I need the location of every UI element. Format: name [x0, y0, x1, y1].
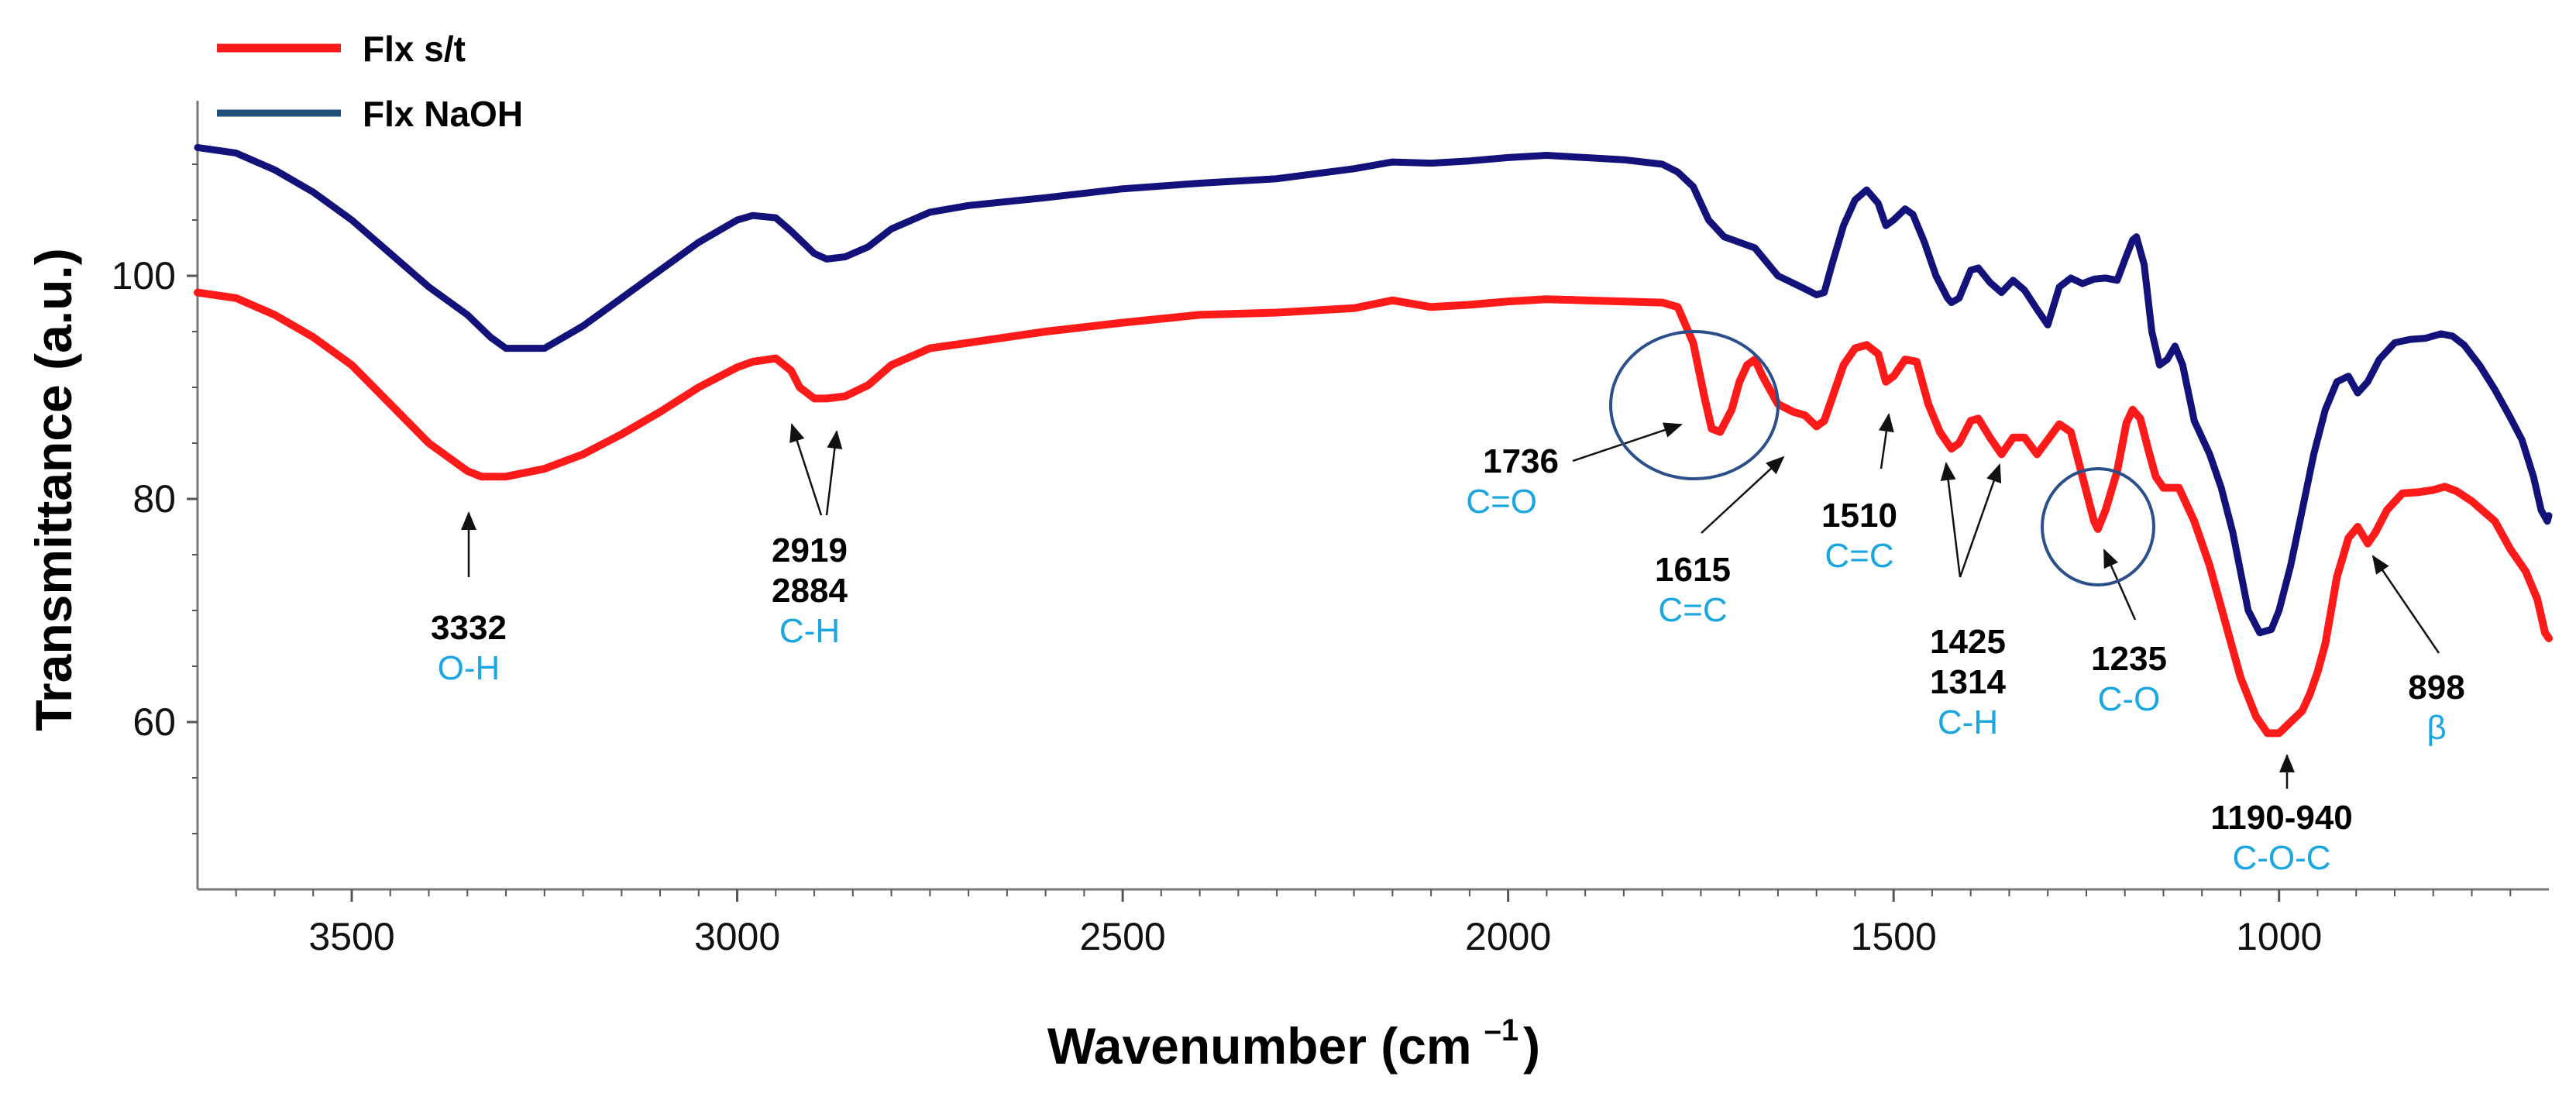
- series-line-flx-naoh: [194, 143, 2553, 637]
- annotation-arrow: [2103, 548, 2137, 621]
- y-tick-label: 60: [132, 700, 176, 744]
- x-axis-title-sup: –1: [1484, 1013, 1519, 1047]
- annotation-group: O-H: [438, 649, 500, 687]
- annotation-arrow: [1940, 462, 1962, 578]
- annotation-arrow: [825, 430, 843, 516]
- x-tick-label: 2000: [1465, 915, 1551, 958]
- annotation-arrow: [1959, 463, 2002, 578]
- annotation-wavenumber: 2919: [772, 531, 848, 569]
- annotation-group: C-H: [779, 612, 840, 650]
- x-tick-label: 2500: [1079, 915, 1165, 958]
- annotation-arrow: [789, 423, 823, 516]
- annotation-arrow: [1572, 422, 1683, 463]
- annotation-group: C-O-C: [2232, 839, 2330, 877]
- x-tick-label: 1500: [1851, 915, 1937, 958]
- highlight-circle-c-o: [2041, 467, 2155, 586]
- annotation-wavenumber: 1736: [1483, 442, 1559, 480]
- annotation-group: C=C: [1658, 591, 1727, 629]
- annotation-group: C-O: [2098, 680, 2161, 718]
- annotation-layer: 3332O-H29192884C-H1736C=O1615C=C1510C=C1…: [431, 330, 2465, 877]
- x-axis-title-close: ): [1523, 1017, 1540, 1075]
- highlight-circle-carbonyl: [1609, 330, 1780, 480]
- annotation-wavenumber: 2884: [772, 572, 848, 610]
- annotation-group: C=O: [1466, 483, 1537, 521]
- annotation-wavenumber: 898: [2408, 669, 2464, 707]
- annotation-group: C=C: [1825, 537, 1893, 575]
- annotation-wavenumber: 1425: [1930, 623, 2006, 661]
- x-tick-label: 3000: [694, 915, 780, 958]
- annotation-wavenumber: 1235: [2091, 640, 2167, 678]
- legend-label-flx-st: Flx s/t: [363, 29, 466, 69]
- annotation-group: β: [2426, 709, 2446, 747]
- annotation-arrow: [1701, 456, 1785, 534]
- x-tick-label: 3500: [308, 915, 394, 958]
- x-axis-title: Wavenumber (cm –1): [1047, 1013, 1540, 1075]
- legend: Flx s/t Flx NaOH: [217, 29, 523, 134]
- y-tick-label: 80: [132, 477, 176, 521]
- series-layer: [194, 143, 2553, 738]
- legend-label-flx-naoh: Flx NaOH: [363, 94, 523, 134]
- annotation-wavenumber: 3332: [431, 609, 507, 647]
- annotation-arrow: [2371, 555, 2440, 654]
- annotation-wavenumber: 1510: [1821, 497, 1897, 535]
- axis-layer: 3500 3000 2500 2000 1500 1000 60 80 100: [112, 101, 2549, 958]
- series-line-flx-st: [194, 288, 2553, 738]
- annotation-arrow: [1878, 413, 1894, 469]
- x-tick-label: 1000: [2236, 915, 2322, 958]
- annotation-group: C-H: [1938, 703, 1998, 741]
- annotation-wavenumber: 1314: [1930, 663, 2006, 701]
- x-axis-title-main: Wavenumber (cm: [1047, 1017, 1472, 1075]
- annotation-wavenumber: 1615: [1655, 551, 1731, 589]
- y-tick-label: 100: [112, 254, 176, 297]
- annotation-wavenumber: 1190-940: [2210, 799, 2353, 837]
- y-axis-title: Transmittance (a.u.): [25, 248, 82, 731]
